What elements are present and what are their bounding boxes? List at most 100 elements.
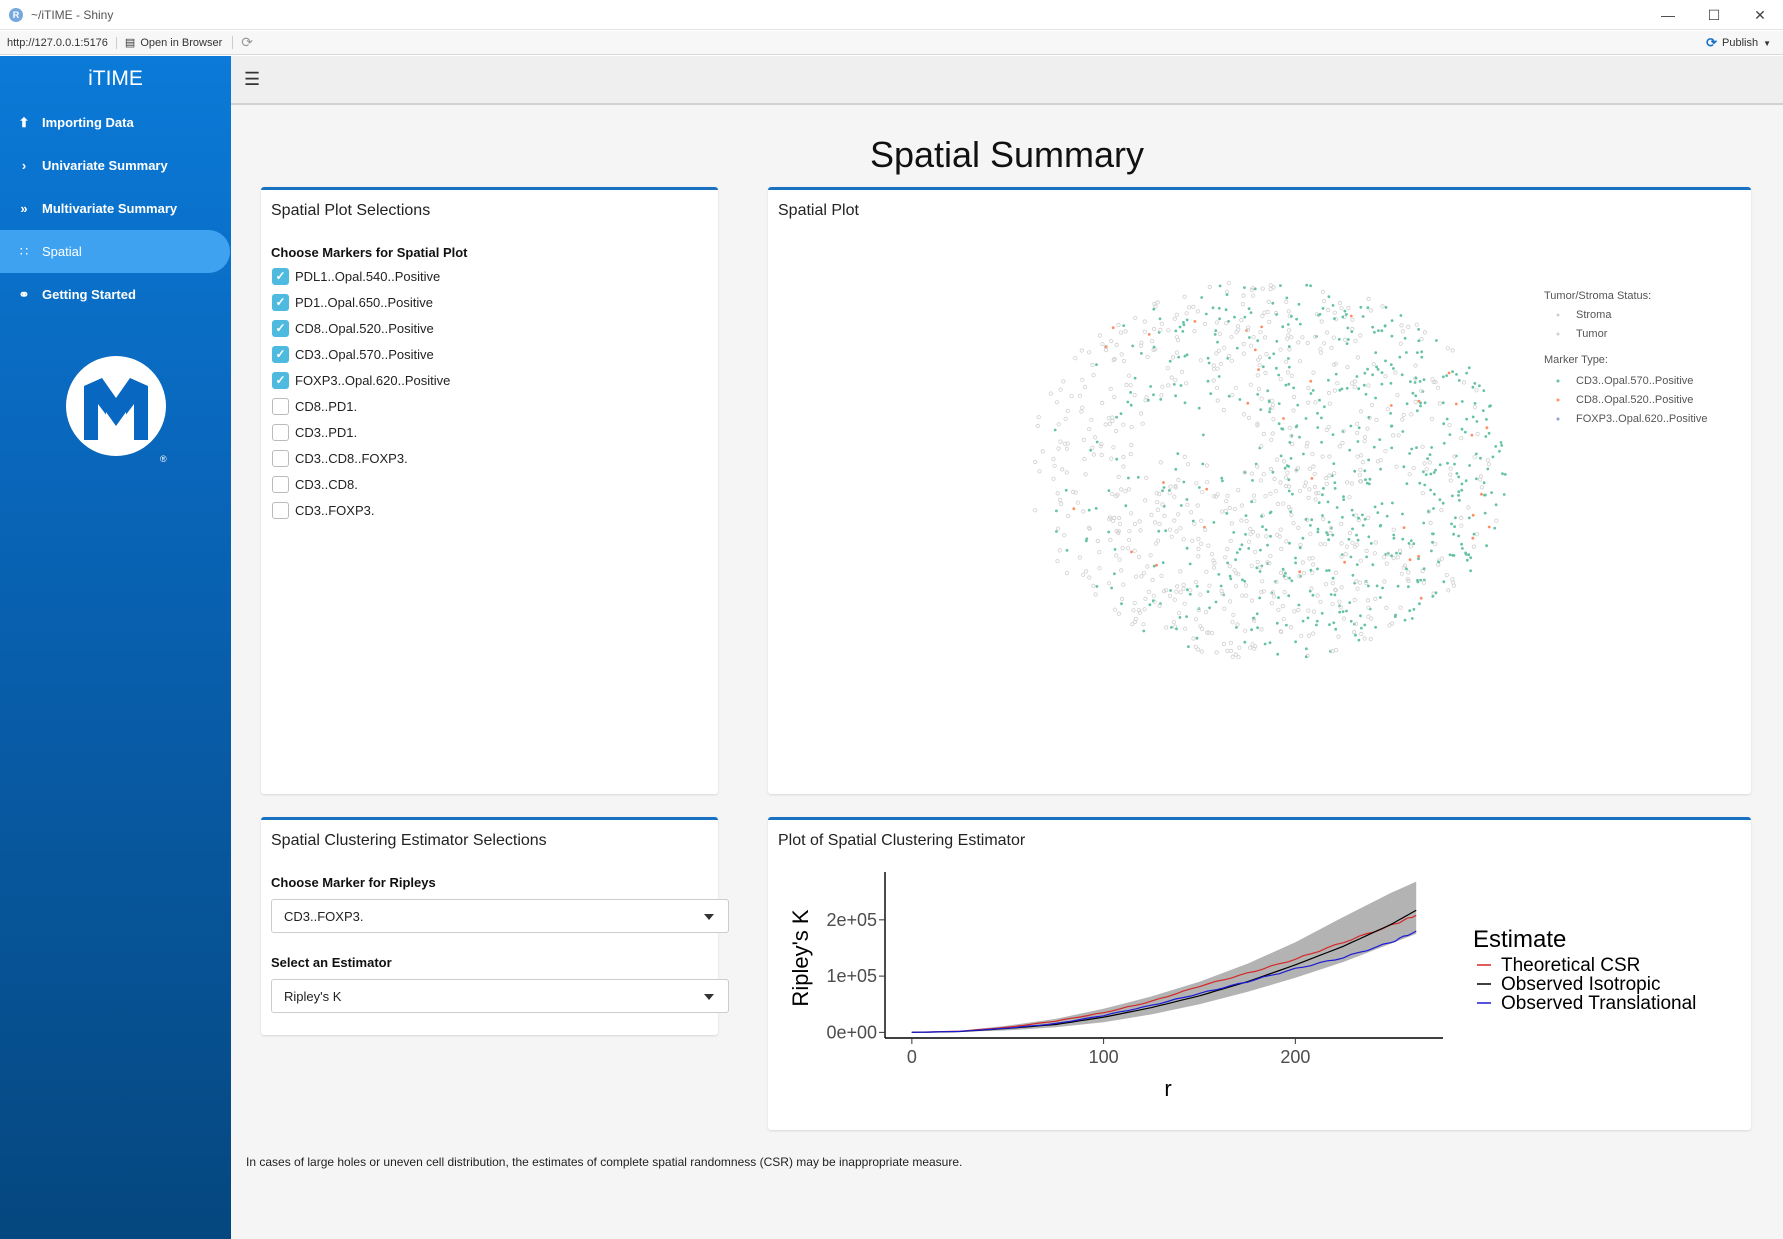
cell-point-stroma bbox=[1178, 590, 1183, 595]
cell-point-cd3 bbox=[1384, 306, 1388, 309]
cell-point-stroma bbox=[1270, 405, 1275, 410]
cell-point-cd3 bbox=[1442, 422, 1446, 426]
checkbox[interactable]: ✓ bbox=[272, 345, 289, 363]
cell-point-stroma bbox=[1259, 589, 1264, 595]
cell-point-stroma bbox=[1048, 391, 1053, 396]
app-brand[interactable]: iTIME bbox=[88, 66, 143, 90]
marker-checkbox-row[interactable]: ✓ FOXP3..Opal.620..Positive bbox=[272, 367, 450, 393]
sidebar-item-multivariate-summary[interactable]: » Multivariate Summary bbox=[0, 187, 231, 230]
cell-point-cd3 bbox=[1401, 512, 1404, 516]
cell-point-stroma bbox=[1167, 491, 1172, 496]
checkbox[interactable]: ✓ bbox=[272, 293, 289, 311]
checkbox[interactable] bbox=[272, 423, 289, 441]
cell-point-cd3 bbox=[1417, 339, 1421, 343]
cell-point-cd3 bbox=[1430, 446, 1433, 449]
marker-checkbox-row[interactable]: ✓ CD3..Opal.570..Positive bbox=[272, 341, 450, 367]
cell-point-cd3 bbox=[1162, 486, 1166, 489]
sidebar-item-univariate-summary[interactable]: › Univariate Summary bbox=[0, 144, 231, 187]
cell-point-cd3 bbox=[1284, 383, 1288, 387]
cell-point-stroma bbox=[1341, 429, 1346, 434]
cell-point-stroma bbox=[1330, 648, 1335, 654]
sidebar-item-getting-started[interactable]: ⚭ Getting Started bbox=[0, 273, 231, 316]
marker-label: CD3..PD1. bbox=[295, 424, 358, 440]
ripley-chart[interactable]: 0 100 200 0e+00 1e+05 2e+05 r Ripley's K Esti… bbox=[768, 860, 1751, 1130]
cell-point-stroma bbox=[1132, 393, 1137, 398]
checkbox[interactable] bbox=[272, 501, 289, 519]
checkbox[interactable] bbox=[272, 397, 289, 415]
cell-point-cd3 bbox=[1126, 400, 1130, 404]
cell-point-cd3 bbox=[1461, 547, 1464, 550]
cell-point-stroma bbox=[1444, 572, 1449, 578]
minimize-icon[interactable]: — bbox=[1661, 7, 1675, 23]
spatial-scatter-plot[interactable]: Tumor/Stroma Status: Stroma Tumor Marker… bbox=[768, 230, 1751, 790]
cell-point-stroma bbox=[1253, 549, 1258, 554]
publish-button[interactable]: ⟳ Publish ▼ bbox=[1706, 31, 1771, 55]
cell-point-cd3 bbox=[1268, 641, 1272, 644]
cell-point-stroma bbox=[1427, 460, 1432, 465]
marker-checkbox-row[interactable]: CD3..CD8..FOXP3. bbox=[272, 445, 450, 471]
marker-checkbox-row[interactable]: CD3..CD8. bbox=[272, 471, 450, 497]
cell-point-cd3 bbox=[1188, 562, 1192, 566]
cell-point-cd3 bbox=[1378, 438, 1382, 441]
checkbox[interactable] bbox=[272, 475, 289, 493]
cell-point-stroma bbox=[1343, 551, 1348, 557]
cell-point-stroma bbox=[1324, 330, 1330, 335]
cell-point-stroma bbox=[1339, 306, 1344, 311]
cell-point-stroma bbox=[1236, 572, 1241, 577]
cell-point-cd3 bbox=[1297, 603, 1301, 607]
cell-point-cd3 bbox=[1345, 386, 1349, 390]
menu-toggle-icon[interactable]: ☰ bbox=[244, 69, 261, 89]
cell-point-cd3 bbox=[1469, 556, 1473, 560]
cell-point-cd3 bbox=[1289, 457, 1293, 460]
checkbox[interactable] bbox=[272, 449, 289, 467]
cell-point-cd3 bbox=[1347, 537, 1351, 541]
open-in-browser-button[interactable]: ▤ Open in Browser bbox=[125, 36, 234, 49]
cell-point-stroma bbox=[1230, 654, 1235, 659]
cell-point-cd3 bbox=[1288, 441, 1292, 444]
cell-point-stroma bbox=[1058, 501, 1064, 507]
cell-point-cd3 bbox=[1499, 441, 1503, 444]
cell-point-stroma bbox=[1350, 540, 1355, 545]
marker-checkbox-row[interactable]: CD8..PD1. bbox=[272, 393, 450, 419]
cell-point-stroma bbox=[1269, 601, 1274, 606]
clustering-plot-box: Plot of Spatial Clustering Estimator 0 10… bbox=[768, 817, 1751, 1130]
grid-dots-icon: ∷ bbox=[19, 243, 29, 259]
marker-checkbox-row[interactable]: ✓ PD1..Opal.650..Positive bbox=[272, 289, 450, 315]
checkbox[interactable]: ✓ bbox=[272, 267, 289, 285]
ripley-marker-select[interactable]: CD3..FOXP3. bbox=[271, 899, 729, 933]
cell-point-cd3 bbox=[1240, 543, 1244, 547]
sidebar-item-spatial[interactable]: ∷ Spatial bbox=[0, 230, 230, 273]
cell-point-cd3 bbox=[1228, 574, 1232, 578]
marker-checkbox-row[interactable]: CD3..PD1. bbox=[272, 419, 450, 445]
cell-point-cd3 bbox=[1252, 616, 1255, 620]
sidebar-item-importing-data[interactable]: ⬆ Importing Data bbox=[0, 101, 231, 144]
maximize-icon[interactable]: ☐ bbox=[1707, 6, 1721, 23]
cell-point-stroma bbox=[1109, 456, 1114, 461]
cell-point-cd3 bbox=[1405, 402, 1409, 406]
cell-point-cd3 bbox=[1338, 604, 1341, 608]
marker-checkbox-row[interactable]: ✓ PDL1..Opal.540..Positive bbox=[272, 263, 450, 289]
marker-checkbox-row[interactable]: ✓ CD8..Opal.520..Positive bbox=[272, 315, 450, 341]
marker-checkbox-row[interactable]: CD3..FOXP3. bbox=[272, 497, 450, 523]
cell-point-stroma bbox=[1383, 449, 1388, 454]
checkbox[interactable]: ✓ bbox=[272, 319, 289, 337]
cell-point-stroma bbox=[1286, 309, 1291, 314]
cell-point-cd3 bbox=[1243, 640, 1247, 644]
cell-point-stroma bbox=[1366, 296, 1371, 302]
refresh-icon[interactable]: ⟳ bbox=[241, 34, 253, 50]
cell-point-cd3 bbox=[1291, 492, 1294, 496]
cell-point-cd3 bbox=[1149, 385, 1152, 388]
cell-point-stroma bbox=[1214, 385, 1220, 390]
cell-point-stroma bbox=[1384, 561, 1389, 566]
cell-point-stroma bbox=[1249, 471, 1254, 476]
url-text[interactable]: http://127.0.0.1:5176 bbox=[7, 36, 117, 49]
estimator-select[interactable]: Ripley's K bbox=[271, 979, 729, 1013]
cell-point-stroma bbox=[1283, 359, 1289, 364]
cell-point-stroma bbox=[1382, 579, 1387, 584]
cell-point-stroma bbox=[1062, 533, 1067, 538]
cell-point-stroma bbox=[1098, 444, 1103, 449]
cell-point-stroma bbox=[1164, 625, 1169, 630]
cell-point-stroma bbox=[1090, 362, 1095, 368]
close-icon[interactable]: ✕ bbox=[1754, 6, 1766, 23]
checkbox[interactable]: ✓ bbox=[272, 371, 289, 389]
